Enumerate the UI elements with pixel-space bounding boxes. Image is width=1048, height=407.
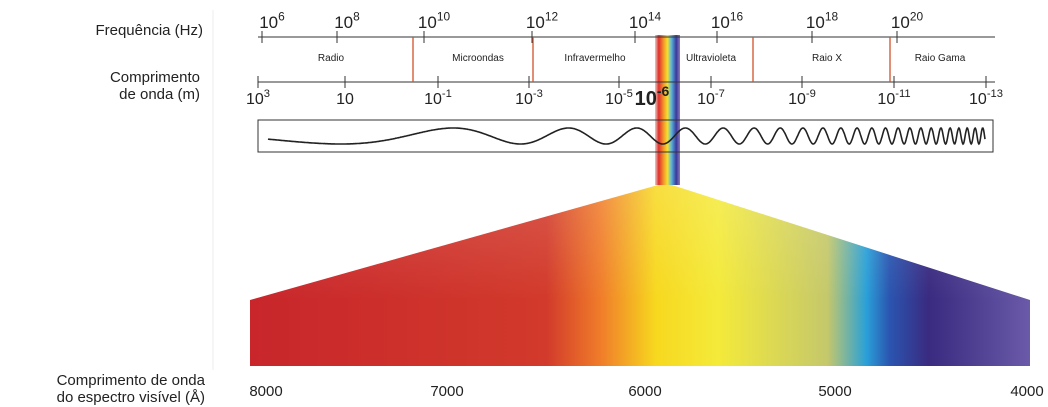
wavelength-tick-base: 10	[246, 91, 264, 108]
frequency-tick: 1020	[891, 9, 924, 32]
wavelength-tick-base: 10	[697, 91, 715, 108]
frequency-tick-exp: 20	[910, 9, 924, 23]
frequency-tick: 1018	[806, 9, 839, 32]
visible-bar	[250, 300, 1030, 366]
wavelength-tick: 10-3	[515, 88, 543, 108]
band-label: Ultravioleta	[686, 53, 736, 64]
frequency-tick-base: 10	[259, 13, 278, 32]
wavelength-tick: 103	[246, 88, 270, 108]
visible-marker: 10-6	[635, 83, 670, 110]
frequency-tick-base: 10	[526, 13, 545, 32]
frequency-tick-exp: 8	[353, 9, 360, 23]
wavelength-tick-exp: -7	[715, 88, 725, 100]
band-label: Raio Gama	[915, 53, 966, 64]
wavelength-tick-base: 10	[969, 91, 987, 108]
wavelength-tick-exp: 3	[264, 88, 270, 100]
visible-tick: 8000	[249, 383, 282, 400]
band-label: Raio X	[812, 53, 842, 64]
frequency-tick: 1010	[418, 9, 451, 32]
visible-fan-shade	[250, 185, 1030, 300]
wavelength-tick: 10-13	[969, 88, 1003, 108]
wavelength-tick: 10-7	[697, 88, 725, 108]
frequency-tick-exp: 14	[648, 9, 662, 23]
visible-tick: 6000	[628, 383, 661, 400]
frequency-tick-base: 10	[334, 13, 353, 32]
band-dividers	[412, 37, 891, 82]
wavelength-tick-exp: -3	[533, 88, 543, 100]
wavelength-tick-base: 10	[605, 91, 623, 108]
frequency-tick-exp: 16	[730, 9, 744, 23]
visible-tick: 7000	[430, 383, 463, 400]
frequency-tick-exp: 18	[825, 9, 839, 23]
wavelength-tick: 10-5	[605, 88, 633, 108]
wave-box	[257, 119, 994, 153]
wavelength-tick: 10-11	[877, 88, 910, 108]
frequency-label: Frequência (Hz)	[95, 22, 203, 39]
frequency-tick: 1016	[711, 9, 744, 32]
wavelength-tick-exp: -5	[623, 88, 633, 100]
frequency-tick-exp: 12	[545, 9, 559, 23]
wave	[267, 126, 986, 146]
wavelength-tick-base: 10	[336, 91, 354, 108]
visible-strip	[655, 35, 680, 185]
frequency-tick-exp: 10	[437, 9, 451, 23]
wavelength-tick: 10-1	[424, 88, 452, 108]
band-label: Infravermelho	[564, 53, 626, 64]
wavelength-tick-exp: -9	[806, 88, 816, 100]
wavelength-tick: 10	[336, 91, 354, 108]
wavelength-tick-base: 10	[788, 91, 806, 108]
wavelength-tick: 10-9	[788, 88, 816, 108]
frequency-tick-base: 10	[711, 13, 730, 32]
wavelength-label: Comprimento	[110, 69, 200, 86]
frequency-tick-base: 10	[806, 13, 825, 32]
wavelength-tick-base: 10	[877, 91, 895, 108]
frequency-tick: 1014	[629, 9, 662, 32]
visible-marker-base: 10	[635, 88, 657, 110]
wavelength-label: de onda (m)	[119, 86, 200, 103]
frequency-tick: 108	[334, 9, 360, 32]
frequency-tick-base: 10	[891, 13, 910, 32]
wavelength-tick-base: 10	[424, 91, 442, 108]
frequency-tick-base: 10	[418, 13, 437, 32]
wavelength-tick-exp: -11	[895, 88, 910, 100]
frequency-tick: 106	[259, 9, 285, 32]
band-label: Radio	[318, 53, 345, 64]
frequency-tick: 1012	[526, 9, 559, 32]
wavelength-tick-exp: -1	[442, 88, 452, 100]
visible-label: do espectro visível (Å)	[57, 389, 205, 406]
visible-marker-exp: -6	[657, 83, 670, 99]
frequency-tick-base: 10	[629, 13, 648, 32]
visible-tick: 5000	[818, 383, 851, 400]
band-label: Microondas	[452, 53, 504, 64]
frequency-tick-exp: 6	[278, 9, 285, 23]
wavelength-tick-exp: -13	[987, 88, 1003, 100]
visible-label: Comprimento de onda	[57, 372, 206, 389]
wavelength-tick-base: 10	[515, 91, 533, 108]
visible-tick: 4000	[1010, 383, 1043, 400]
